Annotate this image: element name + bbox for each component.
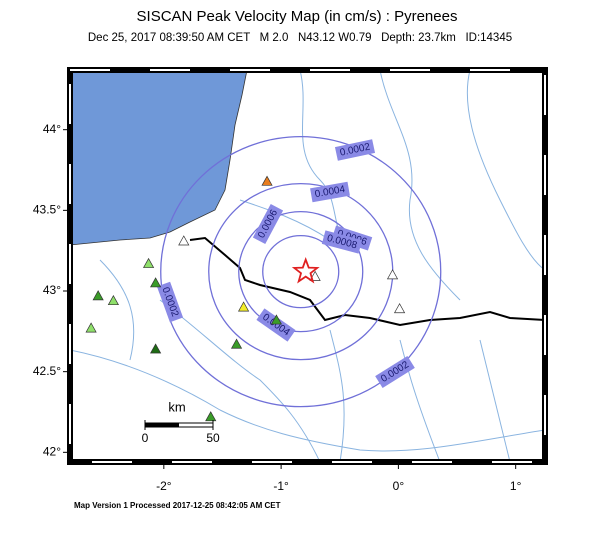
station: [178, 235, 190, 246]
station: [150, 277, 162, 288]
contour-label-box: [375, 355, 415, 389]
epicenter: [291, 256, 320, 284]
title: SISCAN Peak Velocity Map (in cm/s) : Pyr…: [137, 8, 458, 25]
frame-pattern: [69, 69, 546, 463]
footer: Map Version 1 Processed 2017-12-25 08:42…: [74, 501, 281, 510]
contour-label: 0.0002: [334, 139, 376, 161]
contour-label-box: [256, 308, 296, 342]
x-tick-label: 0°: [393, 479, 405, 493]
contour-label: 0.0004: [310, 181, 350, 203]
y-tick-label: 42°: [43, 444, 61, 458]
scale-tick-label: 50: [206, 431, 220, 445]
station: [150, 343, 162, 354]
scale-tick-label: 0: [142, 431, 149, 445]
y-tick-label: 44°: [43, 122, 61, 136]
contour-label: 0.0008: [321, 230, 363, 254]
rivers: [70, 70, 545, 462]
station: [107, 294, 119, 306]
y-tick-label: 43°: [43, 283, 61, 297]
contour-label-box: [321, 230, 363, 254]
contour-label-box: [252, 203, 284, 245]
station: [237, 301, 250, 312]
station: [270, 314, 283, 325]
y-tick-label: 42.5°: [33, 364, 61, 378]
contour-label-text: 0.0004: [314, 184, 346, 200]
contour-label-box: [334, 139, 376, 161]
contour: [160, 135, 442, 408]
x-tick-label: 1°: [510, 479, 522, 493]
subtitle: Dec 25, 2017 08:39:50 AM CET M 2.0 N43.1…: [88, 32, 512, 44]
contour: [238, 210, 364, 333]
ocean: [70, 70, 248, 246]
station: [142, 257, 155, 268]
station: [205, 411, 217, 422]
station: [85, 322, 97, 333]
station: [92, 290, 104, 301]
station: [386, 269, 399, 280]
contour: [262, 234, 340, 309]
border: [189, 236, 545, 327]
scale-unit: km: [168, 399, 185, 414]
station: [261, 175, 273, 186]
contour-label-box: [156, 281, 184, 323]
station: [393, 303, 406, 314]
x-tick-label: -1°: [273, 479, 289, 493]
contour-label-box: [310, 181, 350, 203]
station: [230, 338, 243, 349]
y-tick-label: 43.5°: [33, 203, 61, 217]
x-tick-label: -2°: [156, 479, 172, 493]
scale-bar-segment: [145, 423, 179, 427]
map-area: 0.00020.00040.00060.00060.00080.00040.00…: [70, 70, 545, 462]
